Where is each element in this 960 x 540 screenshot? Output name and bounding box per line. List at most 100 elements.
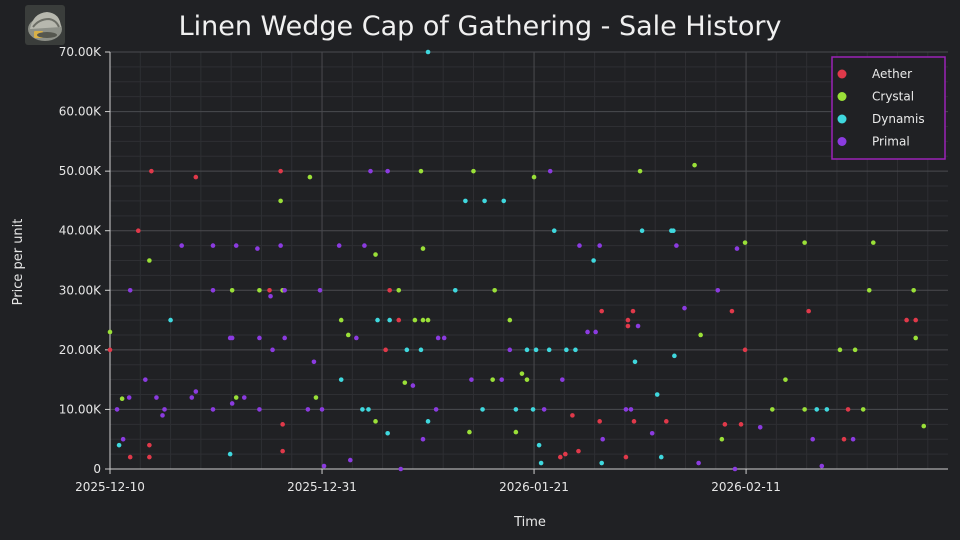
point-aether bbox=[267, 287, 272, 293]
point-primal bbox=[257, 335, 262, 341]
point-aether bbox=[845, 407, 851, 412]
point-aether bbox=[904, 317, 909, 323]
point-crystal bbox=[866, 287, 872, 293]
cap-icon bbox=[25, 5, 65, 45]
point-dynamis bbox=[814, 407, 820, 412]
y-tick-label: 10.00K bbox=[59, 402, 102, 416]
point-primal bbox=[715, 287, 721, 293]
point-primal bbox=[410, 383, 416, 388]
point-primal bbox=[210, 287, 216, 293]
point-primal bbox=[600, 436, 606, 442]
point-primal bbox=[819, 463, 825, 469]
point-primal bbox=[507, 347, 513, 353]
point-aether bbox=[280, 448, 285, 454]
point-primal bbox=[336, 243, 342, 248]
point-crystal bbox=[396, 287, 402, 293]
point-crystal bbox=[519, 371, 525, 376]
point-dynamis bbox=[654, 392, 660, 397]
point-crystal bbox=[719, 436, 725, 442]
point-primal bbox=[597, 243, 602, 248]
point-dynamis bbox=[116, 442, 122, 448]
point-primal bbox=[732, 466, 738, 472]
point-aether bbox=[280, 422, 285, 427]
point-dynamis bbox=[672, 353, 677, 359]
point-aether bbox=[107, 347, 113, 353]
point-aether bbox=[623, 454, 629, 460]
point-crystal bbox=[870, 240, 876, 245]
point-crystal bbox=[692, 162, 697, 168]
point-dynamis bbox=[524, 347, 530, 353]
point-primal bbox=[241, 395, 247, 400]
point-crystal bbox=[313, 395, 319, 400]
point-aether bbox=[557, 454, 563, 460]
point-aether bbox=[570, 413, 575, 418]
point-dynamis bbox=[360, 407, 365, 412]
y-axis-label: Price per unit bbox=[11, 219, 26, 306]
point-crystal bbox=[783, 377, 788, 382]
point-dynamis bbox=[658, 454, 664, 460]
point-primal bbox=[311, 359, 317, 365]
point-crystal bbox=[637, 168, 643, 174]
point-primal bbox=[696, 460, 701, 466]
point-dynamis bbox=[538, 460, 544, 466]
point-crystal bbox=[913, 335, 918, 341]
point-primal bbox=[268, 293, 273, 299]
point-aether bbox=[742, 347, 748, 353]
point-primal bbox=[255, 246, 260, 251]
x-tick-label: 2025-12-31 bbox=[287, 480, 357, 494]
point-crystal bbox=[402, 380, 408, 385]
point-aether bbox=[387, 287, 392, 293]
point-primal bbox=[623, 407, 629, 412]
y-tick-label: 30.00K bbox=[59, 283, 102, 297]
point-primal bbox=[469, 377, 474, 382]
point-aether bbox=[599, 308, 604, 314]
point-aether bbox=[127, 454, 133, 460]
point-primal bbox=[143, 377, 148, 382]
point-dynamis bbox=[425, 49, 431, 55]
point-dynamis bbox=[591, 258, 596, 263]
data-points bbox=[107, 49, 927, 472]
point-crystal bbox=[373, 252, 378, 257]
point-primal bbox=[674, 243, 679, 248]
point-primal bbox=[850, 436, 856, 442]
point-crystal bbox=[307, 174, 313, 180]
point-dynamis bbox=[536, 442, 542, 448]
point-aether bbox=[722, 422, 728, 427]
point-crystal bbox=[852, 347, 858, 353]
point-primal bbox=[321, 463, 327, 469]
point-crystal bbox=[507, 317, 513, 323]
point-primal bbox=[649, 430, 655, 436]
point-crystal bbox=[229, 287, 235, 293]
legend-label-crystal: Crystal bbox=[872, 90, 914, 104]
point-primal bbox=[317, 287, 323, 293]
y-tick-label: 40.00K bbox=[59, 224, 102, 238]
point-dynamis bbox=[671, 228, 676, 234]
point-primal bbox=[420, 436, 426, 442]
legend: Aether Crystal Dynamis Primal bbox=[831, 56, 946, 160]
point-primal bbox=[229, 335, 235, 341]
point-aether bbox=[135, 228, 141, 234]
point-primal bbox=[282, 335, 287, 341]
point-dynamis bbox=[338, 377, 344, 382]
point-crystal bbox=[802, 407, 807, 412]
point-crystal bbox=[860, 407, 866, 412]
point-primal bbox=[162, 407, 167, 412]
point-primal bbox=[441, 335, 447, 341]
point-primal bbox=[270, 347, 275, 353]
point-aether bbox=[664, 419, 669, 424]
point-primal bbox=[305, 407, 311, 412]
y-tick-label: 0 bbox=[93, 462, 101, 476]
point-crystal bbox=[921, 423, 927, 429]
point-primal bbox=[278, 243, 283, 248]
point-crystal bbox=[524, 377, 530, 382]
point-dynamis bbox=[227, 451, 233, 457]
point-crystal bbox=[770, 407, 775, 412]
chart-title: Linen Wedge Cap of Gathering - Sale Hist… bbox=[178, 11, 782, 42]
point-primal bbox=[229, 401, 235, 406]
point-primal bbox=[189, 395, 195, 400]
point-crystal bbox=[531, 174, 537, 180]
point-primal bbox=[734, 246, 740, 251]
point-aether bbox=[563, 451, 568, 457]
point-dynamis bbox=[418, 347, 424, 353]
point-dynamis bbox=[385, 430, 390, 436]
